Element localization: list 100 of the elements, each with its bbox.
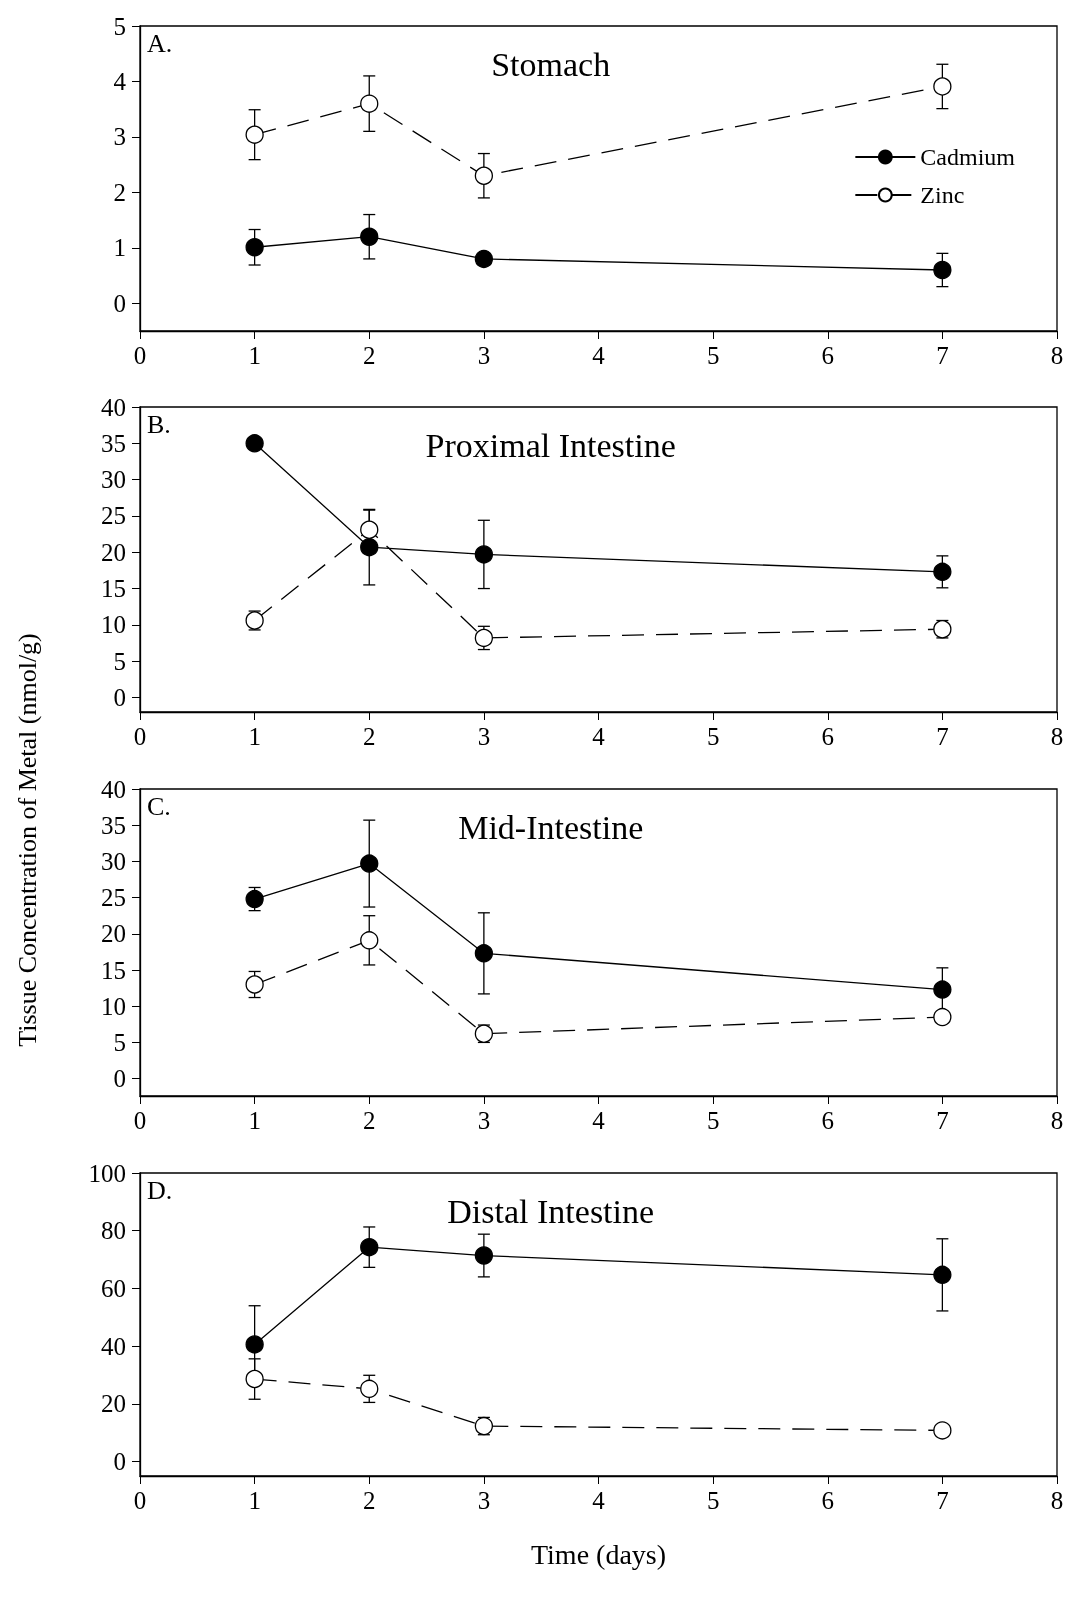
y-tick-label: 40: [101, 1332, 126, 1360]
annotation: C.: [147, 791, 171, 821]
annotation: B.: [147, 409, 171, 439]
point: [933, 562, 952, 581]
annotation: D.: [147, 1175, 173, 1205]
x-tick-label: 3: [477, 1107, 491, 1134]
y-tick-label: 2: [113, 178, 126, 206]
y-tick-label: 0: [113, 289, 126, 317]
point: [360, 227, 379, 246]
point: [360, 94, 379, 113]
x-tick-label: 0: [133, 1107, 147, 1134]
y-tick-label: 5: [113, 647, 126, 675]
x-tick-label: 8: [1050, 342, 1064, 369]
point: [245, 434, 264, 453]
y-tick-label: 15: [101, 575, 126, 603]
y-tick-label: 15: [101, 956, 126, 984]
y-tick-label: 60: [101, 1274, 126, 1302]
x-tick-label: 5: [706, 1107, 720, 1134]
point: [933, 260, 952, 280]
x-tick-label: 8: [1050, 1107, 1064, 1134]
point: [360, 520, 379, 539]
point: [933, 77, 952, 96]
y-tick-label: 20: [101, 1390, 126, 1418]
point: [933, 1421, 952, 1440]
y-tick-label: 0: [113, 683, 126, 711]
point: [474, 249, 494, 269]
point: [360, 931, 379, 950]
x-tick-label: 4: [592, 1487, 606, 1514]
x-tick-label: 6: [821, 723, 834, 750]
x-tick-label: 7: [936, 723, 949, 750]
y-tick-label: 40: [101, 393, 126, 421]
y-tick-label: 1: [113, 234, 126, 262]
x-tick-label: 4: [592, 342, 606, 369]
y-tick-label: 25: [101, 884, 126, 912]
x-tick-label: 0: [133, 342, 147, 369]
x-tick-label: 7: [936, 1107, 949, 1134]
point: [245, 1335, 264, 1354]
y-tick-label: 100: [88, 1159, 126, 1187]
x-tick-label: 1: [248, 342, 261, 369]
x-tick-label: 5: [706, 723, 720, 750]
point: [245, 1369, 264, 1389]
y-tick-label: 35: [101, 429, 126, 457]
y-tick-label: 20: [101, 920, 126, 948]
y-tick-label: 3: [113, 123, 126, 151]
y-tick-label: 80: [101, 1217, 126, 1245]
x-tick-label: 4: [592, 1107, 606, 1134]
y-tick-label: 25: [101, 502, 126, 530]
point: [245, 125, 264, 144]
x-tick-label: 5: [706, 342, 720, 369]
x-tick-label: 1: [248, 1487, 261, 1514]
point: [933, 1265, 952, 1285]
x-tick-label: 2: [363, 1107, 376, 1134]
y-tick-label: 0: [113, 1065, 126, 1093]
x-tick-label: 8: [1050, 723, 1064, 750]
x-tick-label: 1: [248, 723, 261, 750]
x-tick-label: 6: [821, 1107, 834, 1134]
x-tick-label: 0: [133, 1487, 147, 1514]
x-tick-label: 3: [477, 723, 491, 750]
x-tick-label: 1: [248, 1107, 261, 1134]
text: Distal Intestine: [447, 1192, 655, 1230]
y-tick-label: 30: [101, 466, 126, 494]
point: [360, 1238, 379, 1257]
text: Proximal Intestine: [425, 426, 676, 464]
point: [474, 1246, 494, 1265]
x-tick-label: 5: [706, 1487, 720, 1514]
point: [360, 854, 379, 873]
y-tick-label: 4: [113, 67, 127, 95]
x-tick-label: 7: [936, 342, 949, 369]
y-tick-label: 0: [113, 1448, 126, 1476]
y-tick-label: 40: [101, 775, 126, 803]
x-tick-label: 0: [133, 723, 147, 750]
y-tick-label: 10: [101, 611, 126, 639]
x-axis-title: Time (days): [530, 1538, 667, 1570]
x-tick-label: 2: [363, 723, 376, 750]
y-tick-label: 30: [101, 847, 126, 875]
annotation: A.: [147, 28, 173, 58]
point: [474, 166, 494, 185]
y-tick-label: 5: [113, 12, 126, 40]
point: [933, 980, 952, 999]
text: Mid-Intestine: [458, 808, 644, 846]
y-axis-title: Tissue Concentration of Metal (nmol/g): [12, 633, 43, 1047]
x-tick-label: 2: [363, 342, 376, 369]
x-tick-label: 6: [821, 1487, 834, 1514]
point: [474, 545, 494, 564]
point: [360, 538, 379, 557]
x-tick-label: 8: [1050, 1487, 1064, 1514]
point: [933, 1007, 952, 1027]
y-tick-label: 35: [101, 811, 126, 839]
point: [474, 944, 494, 963]
x-tick-label: 6: [821, 342, 834, 369]
text: Stomach: [491, 45, 611, 83]
x-tick-label: 4: [592, 723, 606, 750]
legend-label: Cadmium: [920, 144, 1016, 170]
point: [360, 1379, 379, 1398]
legend-label: Zinc: [920, 182, 965, 208]
x-tick-label: 3: [477, 342, 491, 369]
x-tick-label: 2: [363, 1487, 376, 1514]
y-tick-label: 20: [101, 538, 126, 566]
point: [245, 975, 264, 994]
x-tick-label: 3: [477, 1487, 491, 1514]
